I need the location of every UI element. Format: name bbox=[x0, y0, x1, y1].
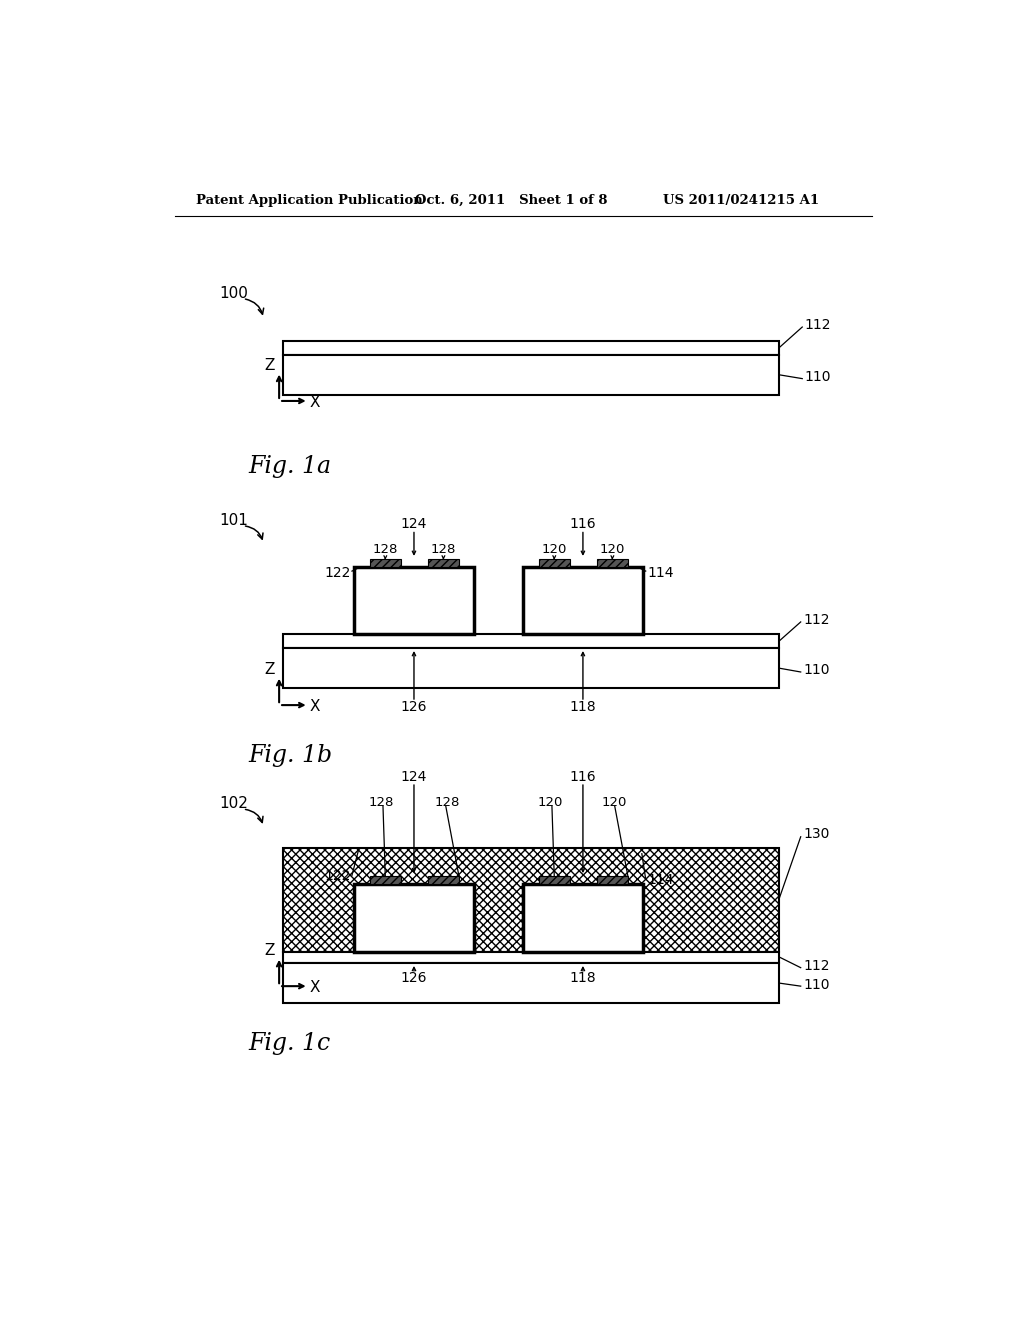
Text: 118: 118 bbox=[569, 700, 596, 714]
Bar bbox=[428, 558, 459, 566]
Text: 122: 122 bbox=[324, 566, 350, 579]
Text: 110: 110 bbox=[803, 664, 829, 677]
Text: 112: 112 bbox=[803, 960, 829, 973]
Text: 128: 128 bbox=[369, 796, 394, 809]
Text: 128: 128 bbox=[431, 543, 456, 556]
Text: Fig. 1b: Fig. 1b bbox=[248, 743, 332, 767]
Text: 118: 118 bbox=[569, 972, 596, 986]
Bar bbox=[597, 876, 628, 884]
Text: 128: 128 bbox=[373, 543, 398, 556]
Bar bbox=[283, 648, 779, 688]
Text: X: X bbox=[309, 395, 321, 411]
Text: 110: 110 bbox=[805, 370, 831, 384]
Text: Patent Application Publication: Patent Application Publication bbox=[197, 194, 423, 207]
Text: 120: 120 bbox=[601, 796, 627, 809]
Text: 114: 114 bbox=[647, 566, 674, 579]
Text: 110: 110 bbox=[803, 978, 829, 991]
Bar bbox=[370, 876, 400, 884]
Text: 120: 120 bbox=[542, 543, 567, 556]
Text: 116: 116 bbox=[569, 770, 596, 784]
Text: Oct. 6, 2011   Sheet 1 of 8: Oct. 6, 2011 Sheet 1 of 8 bbox=[415, 194, 607, 207]
Text: 102: 102 bbox=[219, 796, 249, 812]
Bar bbox=[283, 964, 779, 1003]
Text: X: X bbox=[309, 700, 321, 714]
Text: Z: Z bbox=[264, 944, 275, 958]
Bar bbox=[370, 558, 400, 566]
Text: 122: 122 bbox=[324, 869, 350, 883]
Bar bbox=[523, 566, 643, 635]
Bar bbox=[354, 566, 474, 635]
Text: 124: 124 bbox=[400, 517, 427, 531]
Text: 130: 130 bbox=[803, 828, 829, 841]
Text: 120: 120 bbox=[600, 543, 625, 556]
Bar bbox=[283, 355, 779, 395]
Bar bbox=[539, 876, 569, 884]
Bar bbox=[597, 558, 628, 566]
Bar bbox=[283, 341, 779, 355]
Text: 114: 114 bbox=[647, 873, 674, 887]
Bar bbox=[428, 876, 459, 884]
Text: 124: 124 bbox=[400, 770, 427, 784]
Text: 101: 101 bbox=[219, 512, 249, 528]
Bar bbox=[539, 558, 569, 566]
Text: Z: Z bbox=[264, 358, 275, 374]
Bar bbox=[354, 884, 474, 952]
Text: Fig. 1a: Fig. 1a bbox=[248, 455, 331, 478]
Bar bbox=[283, 847, 779, 952]
Text: X: X bbox=[309, 981, 321, 995]
Text: 128: 128 bbox=[434, 796, 460, 809]
Bar bbox=[283, 952, 779, 964]
Text: 112: 112 bbox=[805, 318, 831, 331]
Text: 100: 100 bbox=[219, 285, 249, 301]
Text: 126: 126 bbox=[400, 972, 427, 986]
Text: Fig. 1c: Fig. 1c bbox=[248, 1032, 331, 1056]
Text: 116: 116 bbox=[569, 517, 596, 531]
Text: 112: 112 bbox=[803, 612, 829, 627]
Text: Z: Z bbox=[264, 663, 275, 677]
Text: 126: 126 bbox=[400, 700, 427, 714]
Bar bbox=[283, 635, 779, 648]
Text: US 2011/0241215 A1: US 2011/0241215 A1 bbox=[663, 194, 819, 207]
Text: 120: 120 bbox=[538, 796, 563, 809]
Bar bbox=[523, 884, 643, 952]
